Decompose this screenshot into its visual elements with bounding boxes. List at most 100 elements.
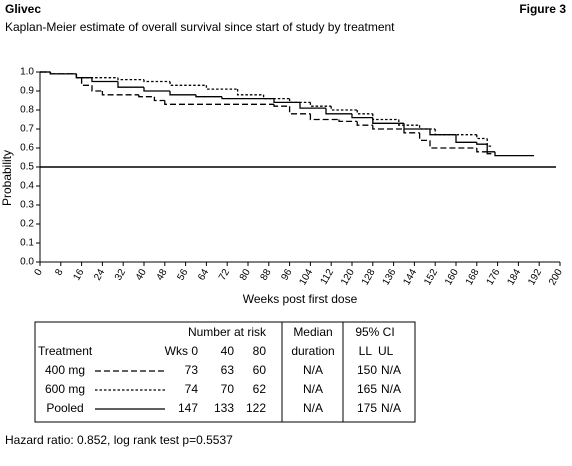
survival-step [356,121,373,126]
y-tick-label: 0.6 [20,143,34,154]
x-tick-label: 168 [464,267,482,287]
survival-step [273,98,300,104]
table-header: Number at risk [188,325,267,339]
survival-step [309,113,339,121]
table-cell: 63 [221,363,235,377]
survival-step [221,96,274,100]
survival-step [476,142,488,145]
y-tick-label: 0.3 [20,200,34,211]
legend-label: 600 mg [45,382,85,396]
x-tick-label: 24 [92,267,107,283]
survival-step [288,98,311,104]
survival-step [117,81,144,88]
x-axis-label: Weeks post first dose [243,292,358,306]
y-tick-label: 0.1 [20,238,34,249]
y-tick-label: 0.7 [20,124,34,135]
y-tick-label: 0.9 [20,86,34,97]
survival-step [236,89,264,96]
survival-step [372,117,404,124]
survival-step [288,106,311,115]
survival-step [398,119,420,126]
survival-step [418,132,430,142]
survival-step [164,100,274,105]
x-tick-label: 56 [175,267,190,283]
table-cell: N/A [381,382,401,396]
survival-step [372,125,404,130]
survival-step [325,108,352,115]
survival-step [195,94,222,98]
x-tick-label: 184 [505,267,523,287]
table-header: LL [359,344,373,358]
table-cell: 147 [178,401,198,415]
survival-step [101,91,139,96]
survival-step [143,79,170,83]
survival-step [476,148,488,153]
table-header: Median [293,325,332,339]
survival-step [117,77,144,81]
x-tick-label: 80 [238,267,253,283]
survival-step [138,94,155,98]
survival-step [49,72,77,75]
survival-step [356,110,373,115]
y-tick-label: 0.5 [20,162,34,173]
table-cell: 122 [246,401,266,415]
chart-title: Kaplan-Meier estimate of overall surviva… [5,20,395,34]
table-cell: 60 [253,363,267,377]
survival-step [455,134,477,143]
x-tick-label: 72 [217,267,232,283]
survival-step [434,129,477,136]
survival-step [91,85,103,92]
survival-step [429,129,456,136]
survival-step [309,102,332,107]
table-cell: 73 [185,363,199,377]
table-cell: 175 [357,401,377,415]
table-cell: 165 [357,382,377,396]
table-header: Treatment [38,344,93,358]
x-tick-label: 8 [53,267,66,278]
table-cell: N/A [381,401,401,415]
table-cell: N/A [303,382,323,396]
x-tick-label: 104 [297,267,315,287]
survival-step [351,113,373,119]
table-cell: 150 [357,363,377,377]
x-tick-label: 200 [547,267,565,287]
x-tick-label: 16 [71,267,86,283]
x-tick-label: 48 [155,267,170,283]
table-header: 0 [191,344,198,358]
y-tick-label: 0.4 [20,181,34,192]
page-title: Glivec [5,2,41,16]
x-tick-label: 152 [422,267,440,287]
x-tick-label: 144 [401,267,419,287]
survival-step [153,96,165,102]
y-tick-label: 0.2 [20,219,34,230]
x-tick-label: 128 [360,267,378,287]
y-axis-label: Probability [0,150,14,206]
x-tick-label: 136 [381,267,399,287]
figure-label: Figure 3 [519,2,566,16]
survival-step [403,123,430,130]
survival-step [486,138,493,147]
table-header: 95% CI [355,325,394,339]
survival-step [330,106,358,111]
table-header: UL [378,344,394,358]
survival-step [476,134,488,140]
survival-step [338,119,358,123]
table-header: 40 [221,344,235,358]
survival-step [372,113,399,121]
x-tick-label: 192 [526,267,544,287]
x-tick-label: 96 [279,267,294,283]
x-tick-label: 160 [443,267,461,287]
survival-step [75,73,92,79]
survival-step [403,129,420,134]
survival-step [486,144,495,153]
survival-step [80,77,92,86]
y-tick-label: 0.0 [20,257,34,268]
x-tick-label: 112 [319,267,337,287]
x-tick-label: 64 [196,267,211,283]
survival-step [169,91,196,96]
survival-step [169,81,207,86]
table-header: Wks [165,344,188,358]
table-header: 80 [253,344,267,358]
survival-step [205,85,238,90]
